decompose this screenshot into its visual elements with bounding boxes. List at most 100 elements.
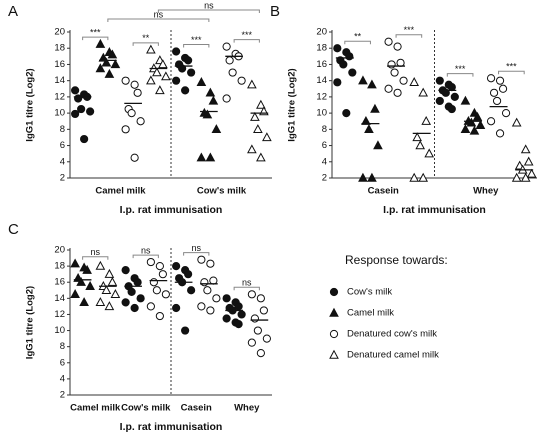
data-point bbox=[447, 104, 456, 114]
y-axis-label: IgG1 titre (Log2) bbox=[25, 68, 36, 141]
data-point bbox=[393, 42, 402, 51]
data-point bbox=[205, 87, 216, 97]
data-point bbox=[146, 302, 155, 311]
significance-label: ns bbox=[90, 247, 100, 257]
data-point bbox=[196, 77, 207, 86]
data-point bbox=[364, 124, 374, 134]
significance-label: *** bbox=[506, 62, 517, 72]
significance-bracket bbox=[157, 9, 260, 13]
data-point bbox=[373, 140, 383, 150]
data-point bbox=[339, 60, 348, 69]
significance-bracket bbox=[395, 34, 423, 38]
data-point bbox=[390, 68, 399, 77]
data-point bbox=[387, 60, 396, 69]
data-point bbox=[256, 294, 265, 303]
data-point bbox=[256, 349, 265, 358]
data-point bbox=[447, 83, 456, 92]
data-point bbox=[247, 338, 256, 347]
significance-label: *** bbox=[404, 25, 415, 35]
y-tick-label: 6 bbox=[322, 140, 327, 151]
legend-label: Cow's milk bbox=[347, 287, 392, 298]
significance-bracket bbox=[498, 70, 525, 75]
data-point bbox=[469, 125, 480, 135]
data-point bbox=[421, 115, 432, 125]
legend-marker bbox=[329, 349, 339, 359]
data-point bbox=[486, 74, 496, 83]
data-point bbox=[133, 88, 142, 97]
data-point bbox=[158, 59, 168, 69]
data-point bbox=[203, 286, 212, 295]
data-point bbox=[520, 172, 531, 182]
significance-label: ns bbox=[154, 9, 164, 19]
legend-title: Response towards: bbox=[345, 253, 448, 267]
data-point bbox=[393, 88, 402, 97]
group-label: Cow's milk bbox=[121, 403, 171, 414]
data-point bbox=[110, 289, 121, 299]
data-point bbox=[495, 129, 505, 138]
y-axis-label: IgG1 titre (Log2) bbox=[287, 68, 298, 141]
data-point bbox=[418, 87, 429, 97]
data-point bbox=[501, 109, 511, 118]
data-point bbox=[253, 326, 262, 335]
data-point bbox=[197, 255, 206, 264]
data-point bbox=[133, 278, 142, 287]
data-point bbox=[82, 264, 92, 274]
data-point bbox=[247, 79, 257, 89]
y-tick-label: 10 bbox=[54, 108, 65, 119]
data-point bbox=[424, 148, 435, 158]
data-point bbox=[152, 286, 161, 295]
group-label: Whey bbox=[473, 186, 499, 197]
data-point bbox=[384, 84, 393, 93]
significance-label: ** bbox=[354, 32, 362, 42]
data-point bbox=[95, 63, 106, 73]
significance-label: ns bbox=[204, 0, 214, 10]
y-tick-label: 14 bbox=[316, 75, 327, 86]
data-point bbox=[121, 125, 130, 134]
data-point bbox=[74, 94, 83, 103]
y-axis-label: IgG1 titre (Log2) bbox=[25, 286, 36, 359]
significance-label: *** bbox=[455, 64, 466, 74]
data-point bbox=[358, 75, 368, 85]
data-point bbox=[107, 49, 118, 59]
y-tick-label: 6 bbox=[60, 140, 65, 151]
data-point bbox=[222, 94, 231, 103]
data-point bbox=[250, 314, 259, 323]
data-point bbox=[237, 76, 246, 85]
data-point bbox=[80, 134, 89, 144]
data-point bbox=[358, 172, 368, 182]
data-point bbox=[76, 276, 86, 286]
data-point bbox=[367, 79, 377, 89]
data-point bbox=[472, 111, 483, 121]
data-point bbox=[348, 68, 357, 77]
data-point bbox=[466, 117, 477, 127]
data-point bbox=[152, 67, 162, 77]
y-tick-label: 18 bbox=[316, 43, 327, 54]
data-point bbox=[412, 132, 423, 142]
y-tick-label: 16 bbox=[316, 59, 327, 70]
data-point bbox=[196, 152, 207, 162]
data-point bbox=[202, 109, 213, 119]
data-point bbox=[333, 78, 342, 87]
data-point bbox=[110, 59, 121, 69]
group-label: Cow's milk bbox=[197, 186, 247, 197]
data-point bbox=[95, 38, 106, 48]
y-tick-label: 12 bbox=[316, 91, 327, 102]
data-point bbox=[161, 71, 171, 81]
group-label: Casein bbox=[181, 403, 212, 414]
data-point bbox=[77, 104, 86, 114]
data-point bbox=[172, 303, 181, 313]
data-point bbox=[127, 287, 136, 296]
significance-bracket bbox=[233, 286, 260, 291]
data-point bbox=[262, 334, 271, 343]
data-point bbox=[342, 109, 351, 118]
data-point bbox=[127, 109, 136, 118]
data-point bbox=[104, 268, 115, 278]
data-point bbox=[104, 68, 115, 78]
significance-label: ns bbox=[191, 243, 201, 253]
data-point bbox=[181, 326, 190, 335]
data-point bbox=[498, 84, 508, 93]
data-point bbox=[130, 80, 139, 89]
panel-label: B bbox=[270, 3, 280, 20]
y-tick-label: 2 bbox=[60, 173, 65, 184]
data-point bbox=[70, 258, 80, 268]
